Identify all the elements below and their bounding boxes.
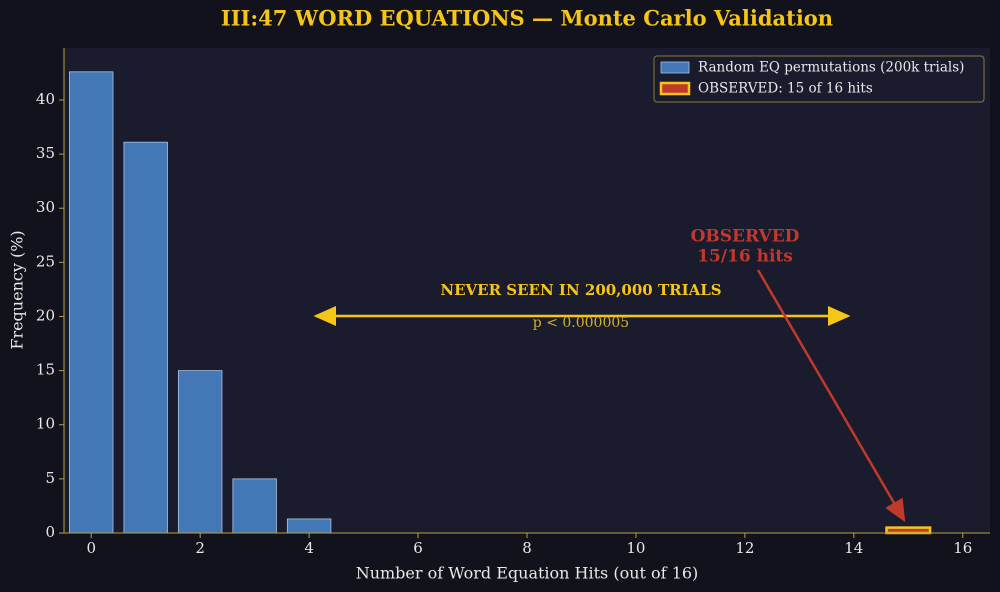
x-axis-label: Number of Word Equation Hits (out of 16) — [356, 564, 699, 583]
y-tick-label: 0 — [45, 523, 55, 541]
y-tick-label: 35 — [36, 144, 55, 162]
x-tick-label: 0 — [86, 539, 96, 557]
x-tick-label: 14 — [844, 539, 863, 557]
legend: Random EQ permutations (200k trials) OBSE… — [653, 55, 985, 103]
bar — [286, 518, 332, 534]
p-value: p < 0.000005 — [533, 315, 629, 331]
legend-label: Random EQ permutations (200k trials) — [698, 60, 964, 76]
x-tick-label: 8 — [522, 539, 532, 557]
y-tick-label: 20 — [36, 306, 55, 324]
observed-label: OBSERVED — [691, 227, 800, 247]
bar — [885, 526, 932, 535]
x-tick-label: 4 — [304, 539, 314, 557]
legend-label: OBSERVED: 15 of 16 hits — [698, 81, 873, 97]
bar — [177, 370, 223, 534]
range-label: NEVER SEEN IN 200,000 TRIALS — [440, 281, 721, 299]
y-axis-label: Frequency (%) — [8, 230, 27, 349]
observed-arrow — [756, 269, 906, 523]
legend-swatch — [659, 81, 691, 96]
y-tick-label: 5 — [45, 469, 55, 487]
x-tick-label: 16 — [953, 539, 972, 557]
y-tick-label: 25 — [36, 252, 55, 270]
legend-swatch — [660, 61, 690, 74]
bar — [69, 71, 114, 534]
chart-title: III:47 WORD EQUATIONS — Monte Carlo Vali… — [221, 6, 833, 31]
x-tick-label: 10 — [626, 539, 645, 557]
y-tick-label: 40 — [36, 90, 55, 108]
marks — [69, 71, 932, 535]
bar — [232, 478, 277, 534]
x-tick-label: 6 — [413, 539, 423, 557]
legend-box — [653, 55, 985, 103]
y-tick-label: 15 — [36, 361, 55, 379]
observed-label: 15/16 hits — [697, 247, 793, 267]
x-tick-label: 12 — [735, 539, 754, 557]
y-tick-label: 10 — [36, 415, 55, 433]
y-tick-label: 30 — [36, 198, 55, 216]
x-tick-label: 2 — [195, 539, 205, 557]
bar — [123, 141, 168, 534]
